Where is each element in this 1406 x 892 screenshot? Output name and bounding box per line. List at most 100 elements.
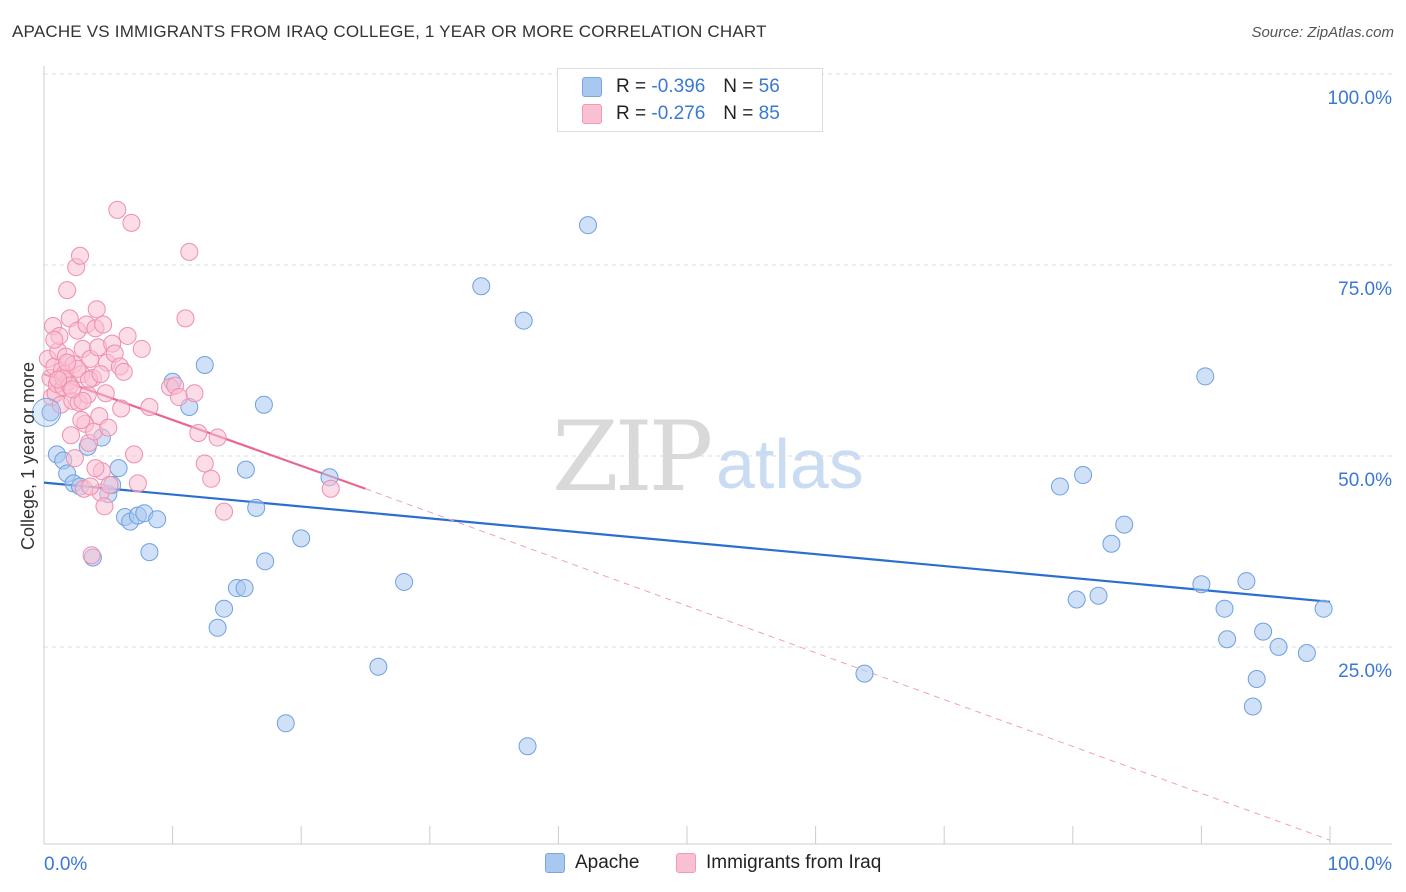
legend-row-apache: R = -0.396 N = 56 [582, 74, 780, 100]
legend-swatch-apache [582, 77, 602, 97]
point-iraq [58, 281, 77, 300]
point-apache [578, 216, 597, 235]
point-iraq [112, 399, 131, 418]
point-apache [195, 355, 214, 374]
legend-r-label: R = [616, 76, 647, 97]
point-iraq [125, 445, 144, 464]
point-apache [1215, 599, 1234, 618]
legend-n-label: N = [723, 103, 754, 124]
point-iraq [87, 300, 106, 319]
point-apache [1050, 477, 1069, 496]
point-apache [1247, 669, 1266, 688]
bottom-legend-label-iraq: Immigrants from Iraq [706, 852, 882, 873]
legend-r-label: R = [616, 103, 647, 124]
point-apache [109, 459, 128, 478]
point-apache [1089, 586, 1108, 605]
legend-n-value: 85 [758, 103, 780, 124]
legend-row-iraq: R = -0.276 N = 85 [582, 101, 780, 127]
point-apache [1102, 534, 1121, 553]
watermark: ZIP atlas [552, 401, 864, 513]
point-iraq [189, 423, 208, 442]
point-iraq [140, 397, 159, 416]
point-iraq [45, 330, 64, 349]
point-iraq [94, 315, 113, 334]
x-tick-label-min: 0.0% [44, 854, 87, 875]
point-iraq [132, 339, 151, 358]
bottom-legend-swatch-iraq [676, 853, 696, 873]
point-iraq [82, 546, 101, 565]
point-apache [1192, 575, 1211, 594]
point-apache [1297, 644, 1316, 662]
axes [43, 66, 1392, 845]
point-apache [1254, 622, 1273, 641]
point-apache [1269, 637, 1288, 656]
grid [44, 73, 1392, 648]
point-apache [247, 498, 266, 517]
point-apache [1074, 465, 1093, 484]
point-iraq [65, 449, 84, 468]
point-iraq [49, 370, 68, 389]
x-tick-label-max: 100.0% [1328, 854, 1393, 875]
point-iraq [202, 469, 221, 488]
trend-extension-iraq [365, 488, 1331, 841]
y-axis-label: College, 1 year or more [18, 362, 38, 550]
point-iraq [195, 454, 214, 473]
point-apache [208, 618, 227, 637]
correlation-legend: R = -0.396 N = 56 R = -0.276 N = 85 [557, 68, 823, 132]
y-tick-label-100: 100.0% [1328, 88, 1393, 109]
y-tick-label-50: 50.0% [1338, 470, 1392, 491]
point-iraq [99, 418, 118, 437]
legend-r-value: -0.396 [651, 76, 706, 97]
point-apache [140, 543, 159, 562]
point-iraq [128, 474, 147, 493]
point-iraq [86, 459, 105, 478]
point-iraq [176, 309, 195, 328]
point-apache [472, 277, 491, 296]
point-iraq [180, 242, 199, 261]
point-apache [215, 599, 234, 618]
y-tick-label-75: 75.0% [1338, 279, 1392, 300]
point-iraq [185, 384, 204, 403]
bottom-legend-iraq: Immigrants from Iraq [676, 852, 881, 874]
point-iraq [321, 479, 340, 498]
point-iraq [72, 410, 91, 429]
point-iraq [73, 391, 92, 410]
point-iraq [118, 326, 137, 345]
point-apache [395, 572, 414, 591]
chart-title: APACHE VS IMMIGRANTS FROM IRAQ COLLEGE, … [12, 22, 767, 41]
point-iraq [91, 365, 110, 384]
bottom-legend-label-apache: Apache [575, 852, 640, 873]
point-apache [32, 397, 62, 427]
point-iraq [215, 502, 234, 521]
point-iraq [114, 362, 133, 381]
point-iraq [95, 497, 114, 516]
legend-n-label: N = [723, 76, 754, 97]
point-apache [1218, 630, 1237, 649]
source-label: Source: ZipAtlas.com [1251, 24, 1394, 41]
point-iraq [62, 426, 81, 445]
watermark-zip: ZIP [552, 401, 711, 513]
point-apache [1243, 697, 1262, 716]
bottom-legend-swatch-apache [545, 853, 565, 873]
point-iraq [208, 428, 227, 447]
point-iraq [81, 477, 100, 496]
watermark-atlas: atlas [716, 425, 864, 503]
point-apache [256, 552, 275, 571]
point-apache [276, 714, 295, 733]
point-iraq [96, 384, 115, 403]
point-iraq [71, 246, 90, 265]
point-apache [855, 664, 874, 683]
point-apache [1237, 572, 1256, 591]
point-apache [235, 579, 254, 598]
point-apache [518, 737, 537, 756]
y-tick-label-25: 25.0% [1338, 661, 1392, 682]
point-iraq [100, 475, 119, 494]
legend-swatch-iraq [582, 104, 602, 124]
legend-r-value: -0.276 [651, 103, 706, 124]
point-apache [148, 510, 167, 529]
point-iraq [170, 388, 189, 407]
bottom-legend-apache: Apache [545, 852, 639, 874]
data-points [32, 200, 1333, 756]
point-apache [1115, 515, 1134, 534]
